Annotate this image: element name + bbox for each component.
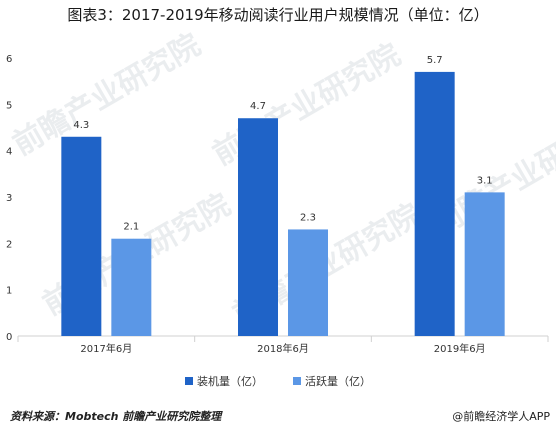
bar bbox=[414, 71, 455, 337]
x-tick-label: 2019年6月 bbox=[434, 342, 486, 355]
legend-swatch-active bbox=[293, 377, 301, 385]
data-label: 4.3 bbox=[73, 120, 89, 131]
legend-item-active: 活跃量（亿） bbox=[293, 373, 371, 389]
x-tick-label: 2017年6月 bbox=[80, 342, 132, 355]
data-label: 2.1 bbox=[123, 222, 139, 233]
data-label: 3.1 bbox=[477, 175, 493, 186]
x-tick-label: 2018年6月 bbox=[257, 342, 309, 355]
y-tick-label: 0 bbox=[6, 332, 12, 343]
y-tick-label: 6 bbox=[6, 54, 12, 65]
bar bbox=[111, 238, 152, 336]
bar bbox=[464, 192, 505, 336]
y-tick-label: 1 bbox=[6, 286, 12, 297]
bar bbox=[288, 229, 328, 336]
legend-item-installs: 装机量（亿） bbox=[185, 373, 263, 389]
y-tick-label: 4 bbox=[6, 147, 12, 158]
legend-swatch-installs bbox=[185, 377, 193, 385]
y-tick-label: 3 bbox=[6, 193, 12, 204]
data-label: 5.7 bbox=[427, 55, 443, 66]
y-tick-label: 5 bbox=[6, 100, 12, 111]
brand-note: @前瞻经济学人APP bbox=[452, 410, 550, 423]
source-note: 资料来源：Mobtech 前瞻产业研究院整理 bbox=[10, 410, 222, 423]
y-tick-label: 2 bbox=[6, 239, 12, 250]
data-label: 2.3 bbox=[300, 212, 316, 223]
legend-label-active: 活跃量（亿） bbox=[305, 375, 371, 388]
chart-title: 图表3：2017-2019年移动阅读行业用户规模情况（单位：亿） bbox=[67, 6, 489, 24]
bar bbox=[238, 118, 278, 336]
legend-label-installs: 装机量（亿） bbox=[197, 375, 263, 388]
bar bbox=[61, 136, 102, 336]
data-label: 4.7 bbox=[250, 101, 266, 112]
chart-legend: 装机量（亿） 活跃量（亿） bbox=[0, 373, 556, 389]
